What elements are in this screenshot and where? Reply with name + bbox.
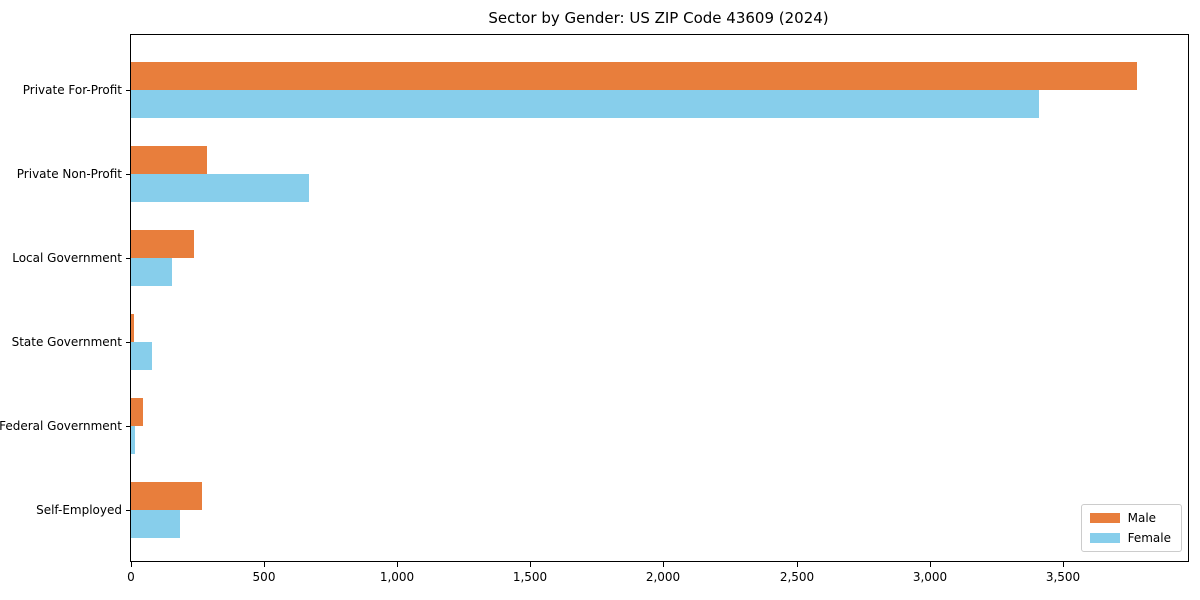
x-tick-mark bbox=[530, 562, 531, 567]
x-tick-label-3-000: 3,000 bbox=[912, 570, 948, 584]
bar-male-self-employed bbox=[131, 481, 202, 510]
bar-male-private-non-profit bbox=[131, 145, 207, 174]
x-tick-label-2-000: 2,000 bbox=[645, 570, 681, 584]
x-tick-label-0: 0 bbox=[127, 570, 135, 584]
bar-male-local-government bbox=[131, 229, 194, 258]
legend-item-male: Male bbox=[1089, 511, 1171, 525]
y-tick-mark bbox=[126, 90, 131, 91]
category-label-state-government: State Government bbox=[11, 334, 122, 349]
bar-male-private-for-profit bbox=[131, 61, 1137, 90]
x-tick-label-1-000: 1,000 bbox=[379, 570, 415, 584]
category-label-federal-government: Federal Government bbox=[0, 418, 122, 433]
female-swatch-icon bbox=[1089, 533, 1120, 543]
category-label-local-government: Local Government bbox=[12, 250, 122, 265]
bar-female-private-non-profit bbox=[131, 173, 309, 202]
x-tick-label-3-500: 3,500 bbox=[1045, 570, 1081, 584]
x-tick-label-2-500: 2,500 bbox=[779, 570, 815, 584]
bar-male-state-government bbox=[131, 313, 134, 342]
bar-female-federal-government bbox=[131, 425, 135, 454]
bar-female-local-government bbox=[131, 257, 172, 286]
legend-label-male: Male bbox=[1127, 511, 1157, 525]
y-tick-mark bbox=[126, 258, 131, 259]
legend: Male Female bbox=[1080, 504, 1182, 552]
bar-female-state-government bbox=[131, 341, 152, 370]
y-tick-mark bbox=[126, 510, 131, 511]
x-tick-mark bbox=[930, 562, 931, 567]
bar-male-federal-government bbox=[131, 397, 143, 426]
legend-label-female: Female bbox=[1127, 531, 1171, 545]
plot-area: Male Female Private For-Profit Private No… bbox=[0, 34, 1189, 584]
x-tick-mark bbox=[1063, 562, 1064, 567]
category-label-private-non-profit: Private Non-Profit bbox=[16, 166, 122, 181]
x-tick-label-1-500: 1,500 bbox=[512, 570, 548, 584]
legend-item-female: Female bbox=[1089, 531, 1171, 545]
x-tick-mark bbox=[797, 562, 798, 567]
bar-female-self-employed bbox=[131, 509, 180, 538]
bar-female-private-for-profit bbox=[131, 89, 1039, 118]
category-label-self-employed: Self-Employed bbox=[36, 502, 122, 517]
x-tick-mark bbox=[397, 562, 398, 567]
chart-title: Sector by Gender: US ZIP Code 43609 (202… bbox=[488, 9, 829, 27]
category-label-private-for-profit: Private For-Profit bbox=[22, 82, 122, 97]
y-tick-mark bbox=[126, 426, 131, 427]
y-tick-mark bbox=[126, 342, 131, 343]
y-tick-mark bbox=[126, 174, 131, 175]
x-tick-mark bbox=[131, 562, 132, 567]
x-tick-mark bbox=[264, 562, 265, 567]
x-tick-mark bbox=[663, 562, 664, 567]
x-tick-label-500: 500 bbox=[252, 570, 276, 584]
male-swatch-icon bbox=[1089, 513, 1120, 523]
